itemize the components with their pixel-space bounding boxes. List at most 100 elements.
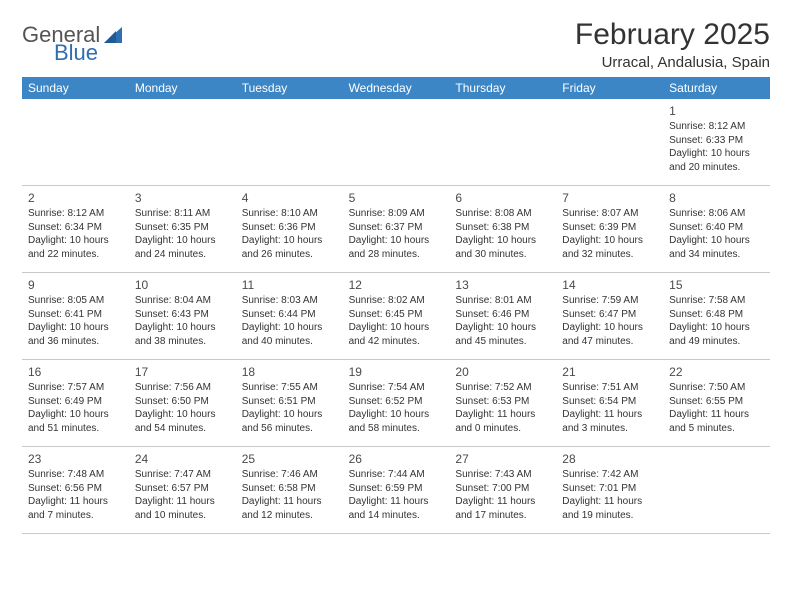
sunrise-text: Sunrise: 8:12 AM [669,120,764,134]
day-number: 8 [669,190,764,206]
week-row: 1Sunrise: 8:12 AMSunset: 6:33 PMDaylight… [22,99,770,186]
sunset-text: Sunset: 6:53 PM [455,395,550,409]
sunrise-text: Sunrise: 7:55 AM [242,381,337,395]
sunset-text: Sunset: 6:44 PM [242,308,337,322]
week-row: 9Sunrise: 8:05 AMSunset: 6:41 PMDaylight… [22,273,770,360]
day-number: 11 [242,277,337,293]
sunrise-text: Sunrise: 8:10 AM [242,207,337,221]
sunset-text: Sunset: 6:47 PM [562,308,657,322]
day-cell [449,99,556,185]
sunset-text: Sunset: 6:34 PM [28,221,123,235]
day-cell: 11Sunrise: 8:03 AMSunset: 6:44 PMDayligh… [236,273,343,359]
sunrise-text: Sunrise: 7:44 AM [349,468,444,482]
sunrise-text: Sunrise: 8:01 AM [455,294,550,308]
day-cell: 26Sunrise: 7:44 AMSunset: 6:59 PMDayligh… [343,447,450,533]
daylight-text: Daylight: 10 hours and 45 minutes. [455,321,550,348]
day-number: 3 [135,190,230,206]
daylight-text: Daylight: 11 hours and 10 minutes. [135,495,230,522]
daylight-text: Daylight: 10 hours and 56 minutes. [242,408,337,435]
day-cell [22,99,129,185]
daylight-text: Daylight: 11 hours and 14 minutes. [349,495,444,522]
header: General February 2025 Urracal, Andalusia… [22,18,770,71]
daylight-text: Daylight: 10 hours and 24 minutes. [135,234,230,261]
day-cell: 12Sunrise: 8:02 AMSunset: 6:45 PMDayligh… [343,273,450,359]
day-cell: 15Sunrise: 7:58 AMSunset: 6:48 PMDayligh… [663,273,770,359]
daylight-text: Daylight: 10 hours and 28 minutes. [349,234,444,261]
weeks-container: 1Sunrise: 8:12 AMSunset: 6:33 PMDaylight… [22,99,770,534]
month-title: February 2025 [575,18,770,52]
sunset-text: Sunset: 6:38 PM [455,221,550,235]
sunrise-text: Sunrise: 7:54 AM [349,381,444,395]
sunset-text: Sunset: 6:52 PM [349,395,444,409]
daylight-text: Daylight: 10 hours and 51 minutes. [28,408,123,435]
day-number: 6 [455,190,550,206]
sunrise-text: Sunrise: 8:05 AM [28,294,123,308]
day-cell: 3Sunrise: 8:11 AMSunset: 6:35 PMDaylight… [129,186,236,272]
day-number: 2 [28,190,123,206]
daylight-text: Daylight: 10 hours and 22 minutes. [28,234,123,261]
day-number: 15 [669,277,764,293]
day-number: 5 [349,190,444,206]
day-cell: 7Sunrise: 8:07 AMSunset: 6:39 PMDaylight… [556,186,663,272]
sunrise-text: Sunrise: 7:42 AM [562,468,657,482]
daylight-text: Daylight: 11 hours and 7 minutes. [28,495,123,522]
sunrise-text: Sunrise: 7:51 AM [562,381,657,395]
sunset-text: Sunset: 6:40 PM [669,221,764,235]
day-cell: 19Sunrise: 7:54 AMSunset: 6:52 PMDayligh… [343,360,450,446]
day-number: 22 [669,364,764,380]
daylight-text: Daylight: 11 hours and 19 minutes. [562,495,657,522]
daylight-text: Daylight: 10 hours and 47 minutes. [562,321,657,348]
sail-icon [102,25,124,45]
sunrise-text: Sunrise: 7:47 AM [135,468,230,482]
daylight-text: Daylight: 10 hours and 32 minutes. [562,234,657,261]
sunset-text: Sunset: 6:46 PM [455,308,550,322]
sunrise-text: Sunrise: 8:12 AM [28,207,123,221]
sunrise-text: Sunrise: 7:50 AM [669,381,764,395]
sunrise-text: Sunrise: 8:02 AM [349,294,444,308]
daylight-text: Daylight: 11 hours and 5 minutes. [669,408,764,435]
sunset-text: Sunset: 6:57 PM [135,482,230,496]
day-number: 23 [28,451,123,467]
day-number: 21 [562,364,657,380]
sunset-text: Sunset: 6:43 PM [135,308,230,322]
day-number: 18 [242,364,337,380]
sunrise-text: Sunrise: 8:04 AM [135,294,230,308]
day-cell: 14Sunrise: 7:59 AMSunset: 6:47 PMDayligh… [556,273,663,359]
day-cell: 6Sunrise: 8:08 AMSunset: 6:38 PMDaylight… [449,186,556,272]
day-cell: 9Sunrise: 8:05 AMSunset: 6:41 PMDaylight… [22,273,129,359]
sunrise-text: Sunrise: 7:58 AM [669,294,764,308]
day-number: 14 [562,277,657,293]
sunset-text: Sunset: 6:35 PM [135,221,230,235]
day-number: 9 [28,277,123,293]
sunset-text: Sunset: 6:33 PM [669,134,764,148]
daylight-text: Daylight: 11 hours and 17 minutes. [455,495,550,522]
daylight-text: Daylight: 11 hours and 0 minutes. [455,408,550,435]
day-cell: 22Sunrise: 7:50 AMSunset: 6:55 PMDayligh… [663,360,770,446]
day-cell: 27Sunrise: 7:43 AMSunset: 7:00 PMDayligh… [449,447,556,533]
day-cell [129,99,236,185]
sunrise-text: Sunrise: 7:57 AM [28,381,123,395]
daylight-text: Daylight: 10 hours and 42 minutes. [349,321,444,348]
day-cell: 10Sunrise: 8:04 AMSunset: 6:43 PMDayligh… [129,273,236,359]
sunset-text: Sunset: 6:50 PM [135,395,230,409]
day-cell: 2Sunrise: 8:12 AMSunset: 6:34 PMDaylight… [22,186,129,272]
day-cell: 5Sunrise: 8:09 AMSunset: 6:37 PMDaylight… [343,186,450,272]
sunrise-text: Sunrise: 7:59 AM [562,294,657,308]
sunset-text: Sunset: 6:36 PM [242,221,337,235]
sunset-text: Sunset: 7:01 PM [562,482,657,496]
day-number: 25 [242,451,337,467]
day-number: 16 [28,364,123,380]
week-row: 23Sunrise: 7:48 AMSunset: 6:56 PMDayligh… [22,447,770,534]
day-cell: 23Sunrise: 7:48 AMSunset: 6:56 PMDayligh… [22,447,129,533]
day-cell [343,99,450,185]
day-header: Friday [556,77,663,99]
day-header: Saturday [663,77,770,99]
day-cell [236,99,343,185]
day-number: 4 [242,190,337,206]
sunset-text: Sunset: 6:48 PM [669,308,764,322]
sunrise-text: Sunrise: 7:43 AM [455,468,550,482]
sunset-text: Sunset: 7:00 PM [455,482,550,496]
daylight-text: Daylight: 10 hours and 54 minutes. [135,408,230,435]
day-cell [663,447,770,533]
sunset-text: Sunset: 6:59 PM [349,482,444,496]
